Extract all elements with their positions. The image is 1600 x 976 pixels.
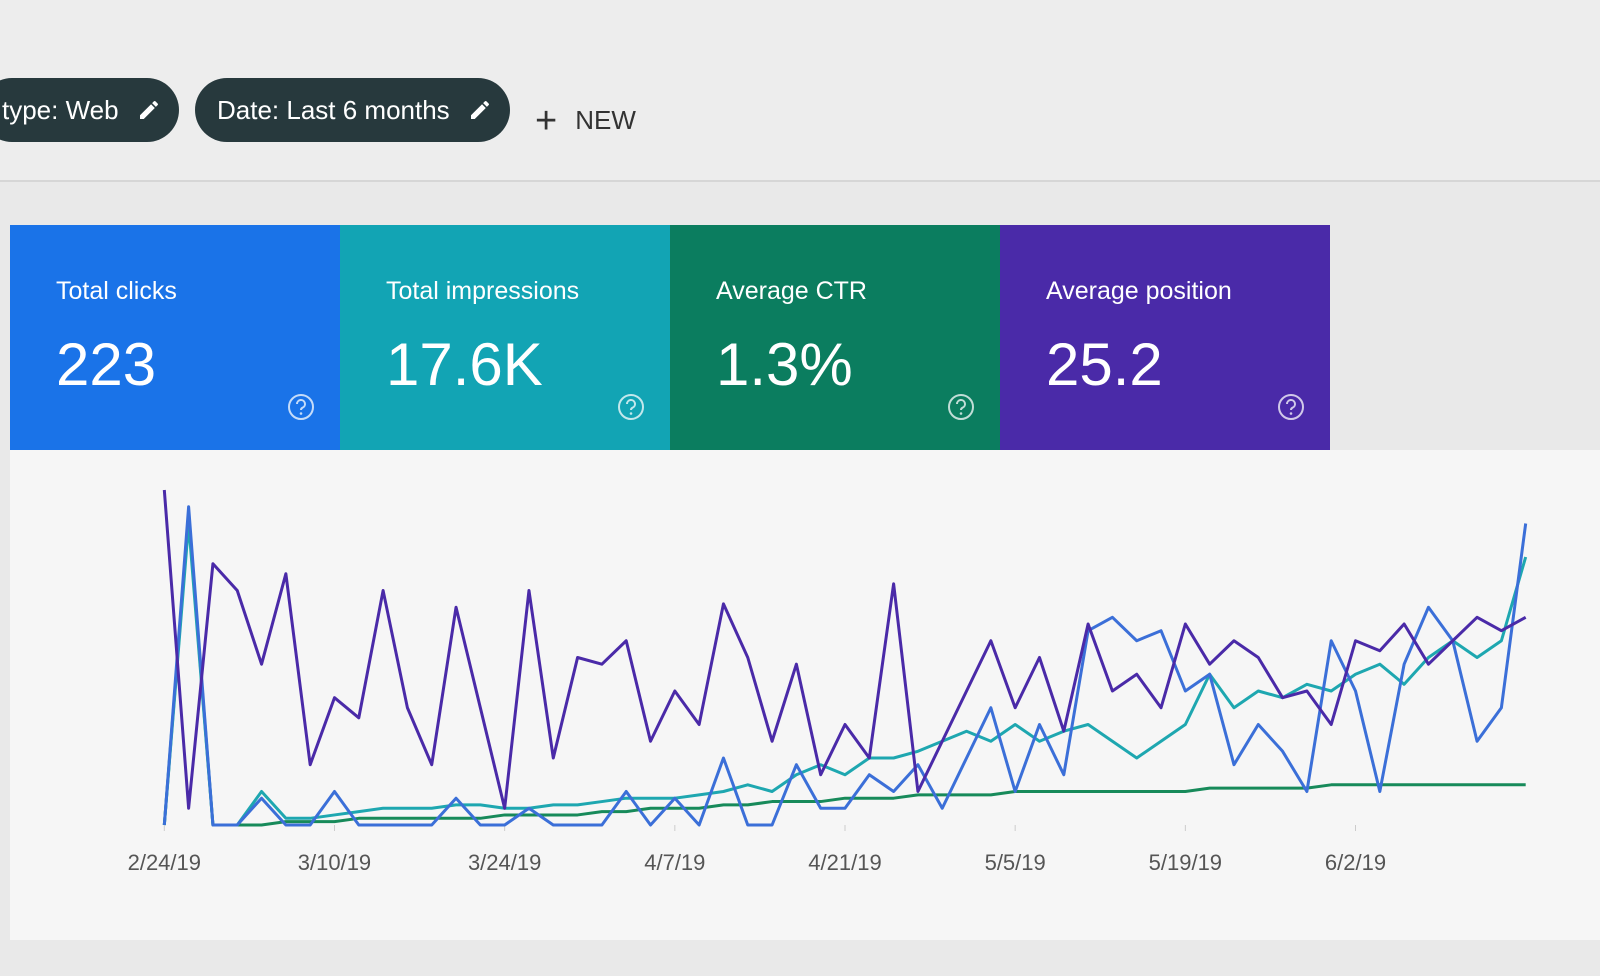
metric-label: Average position (1046, 277, 1232, 305)
metric-label: Total impressions (386, 277, 580, 305)
series-line (162, 522, 1528, 827)
edit-icon (139, 100, 158, 119)
help-icon[interactable] (286, 392, 316, 422)
edit-icon (470, 100, 489, 119)
x-tick-label: 6/2/19 (1325, 850, 1386, 875)
x-tick-label: 2/24/19 (128, 850, 201, 875)
metric-card[interactable]: Average position 25.2 (1000, 225, 1330, 450)
x-tick-label: 3/24/19 (468, 850, 541, 875)
chip-label: type: Web (2, 95, 119, 125)
x-tick-label: 4/21/19 (808, 850, 881, 875)
metric-value: 1.3% (716, 331, 853, 398)
metric-value: 25.2 (1046, 331, 1163, 398)
metric-value: 17.6K (386, 331, 543, 398)
new-filter-button[interactable]: + NEW (535, 100, 636, 143)
filter-bar: type: Web Date: Last 6 months + NEW (0, 0, 1600, 182)
metric-cards: Total clicks 223 Total impressions 17.6K Ave… (10, 225, 1330, 450)
series-line (162, 489, 1527, 810)
help-icon[interactable] (1276, 392, 1306, 422)
x-tick-label: 3/10/19 (298, 850, 371, 875)
series-line (162, 505, 1528, 827)
chip-label: Date: Last 6 months (217, 95, 450, 125)
chart-panel: 2/24/19 3/10/19 3/24/19 4/7/19 4/21/19 5/5/19… (10, 450, 1600, 940)
filter-chip[interactable]: Date: Last 6 months (195, 78, 510, 142)
metric-card[interactable]: Average CTR 1.3% (670, 225, 1000, 450)
chart: 2/24/19 3/10/19 3/24/19 4/7/19 4/21/19 5/5/19… (128, 489, 1528, 875)
help-icon[interactable] (946, 392, 976, 422)
filter-chip[interactable]: type: Web (0, 78, 179, 142)
plus-icon: + (535, 100, 558, 142)
help-icon[interactable] (616, 392, 646, 422)
x-tick-label: 5/19/19 (1149, 850, 1222, 875)
metric-label: Average CTR (716, 277, 867, 305)
metric-label: Total clicks (56, 277, 177, 305)
new-label: NEW (575, 105, 636, 135)
x-tick-label: 4/7/19 (644, 850, 705, 875)
series-line (162, 515, 1526, 827)
metric-card[interactable]: Total impressions 17.6K (340, 225, 670, 450)
metric-card[interactable]: Total clicks 223 (10, 225, 340, 450)
x-tick-label: 5/5/19 (985, 850, 1046, 875)
metric-value: 223 (56, 331, 157, 398)
